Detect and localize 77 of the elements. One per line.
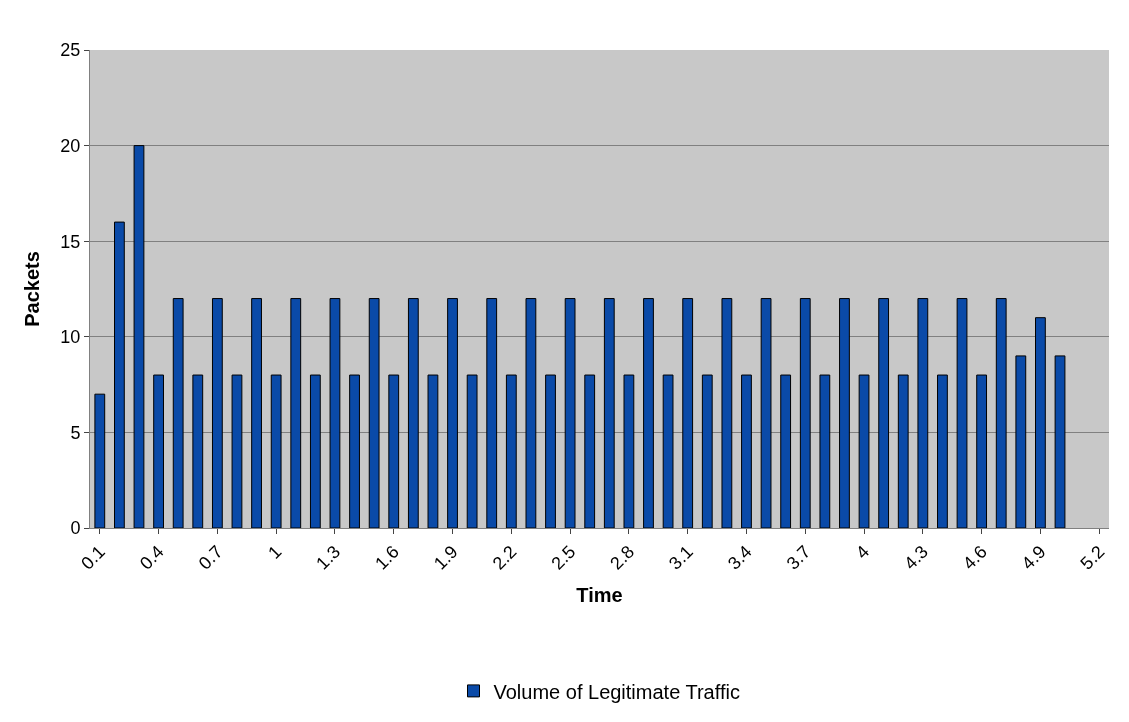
bar	[114, 221, 125, 528]
bar	[133, 145, 145, 528]
bar	[329, 298, 341, 528]
bar	[878, 298, 890, 528]
bar	[407, 298, 419, 528]
x-tick-label: 1.6	[371, 541, 403, 574]
y-tick-label: 15	[60, 231, 81, 252]
bar	[956, 298, 968, 528]
x-tick-label: 3.4	[723, 541, 756, 574]
bar	[505, 374, 517, 528]
y-tick-label: 25	[60, 40, 81, 61]
bar	[721, 298, 733, 528]
bar	[427, 374, 439, 528]
y-tick-label: 5	[70, 422, 81, 443]
x-tick-label: 0.4	[135, 541, 168, 574]
bar	[1035, 317, 1046, 528]
bar	[701, 374, 713, 528]
bar	[858, 374, 870, 528]
bar	[349, 374, 360, 528]
bar	[192, 374, 204, 528]
bar	[819, 374, 831, 528]
bar	[976, 374, 988, 528]
bar	[153, 374, 164, 528]
bar	[447, 298, 458, 528]
bar	[94, 393, 106, 528]
bar	[1054, 355, 1066, 528]
x-tick-label: 1	[264, 541, 286, 563]
bar	[643, 298, 654, 528]
bar	[231, 374, 243, 528]
bar	[1015, 355, 1027, 528]
y-tick-label: 20	[60, 135, 81, 156]
legend-label: Volume of Legitimate Traffic	[493, 680, 740, 703]
x-tick-label: 2.5	[547, 541, 580, 574]
y-tick-label: 0	[70, 518, 81, 539]
bar	[937, 374, 948, 528]
bar	[839, 298, 850, 528]
bar	[682, 298, 694, 528]
bar	[780, 374, 792, 528]
x-tick-label: 0.1	[77, 541, 109, 574]
x-tick-label: 4.6	[958, 541, 991, 574]
x-tick-label: 3.1	[665, 541, 697, 574]
bar	[486, 298, 498, 528]
bar	[388, 374, 400, 528]
x-tick-label: 1.9	[429, 541, 462, 574]
x-tick-label: 5.2	[1076, 541, 1109, 574]
bar	[603, 298, 615, 528]
x-axis-title: Time	[576, 583, 623, 606]
bar	[662, 374, 674, 528]
x-tick-label: 0.7	[194, 541, 227, 574]
bar	[760, 298, 772, 528]
x-tick-label: 4.3	[900, 541, 933, 574]
bar	[466, 374, 478, 528]
bar	[270, 374, 282, 528]
bar	[290, 298, 302, 528]
bar	[917, 298, 929, 528]
x-tick-label: 4.9	[1017, 541, 1050, 574]
bar	[211, 298, 223, 528]
bar	[545, 374, 556, 528]
bar	[995, 298, 1007, 528]
bar	[799, 298, 811, 528]
x-tick-label: 2.2	[488, 541, 521, 574]
bar	[172, 298, 184, 528]
x-tick-label: 2.8	[606, 541, 639, 574]
y-tick-label: 10	[60, 327, 81, 348]
bar	[897, 374, 909, 528]
x-tick-label: 4	[852, 541, 874, 563]
bar	[368, 298, 380, 528]
bar	[525, 298, 537, 528]
y-axis-title: Packets	[20, 251, 43, 327]
bar	[584, 374, 596, 528]
x-tick-label: 1.3	[312, 541, 345, 574]
bar	[564, 298, 576, 528]
bar	[309, 374, 321, 528]
bar	[623, 374, 635, 528]
bar	[741, 374, 752, 528]
bar	[251, 298, 262, 528]
x-tick-label: 3.7	[782, 541, 815, 574]
